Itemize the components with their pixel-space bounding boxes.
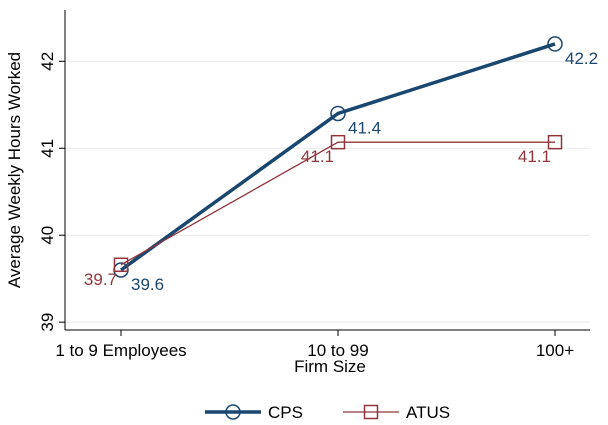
y-tick-label: 40	[38, 226, 57, 245]
y-axis-title: Average Weekly Hours Worked	[5, 52, 24, 288]
data-label: 41.4	[348, 118, 381, 137]
marker	[363, 404, 379, 420]
legend-label: ATUS	[406, 403, 450, 422]
marker	[547, 134, 563, 150]
y-tick-label: 41	[38, 139, 57, 158]
marker	[330, 105, 346, 122]
data-label: 42.2	[565, 49, 598, 68]
y-tick-label: 42	[38, 52, 57, 71]
legend-label: CPS	[268, 403, 303, 422]
x-tick-label: 10 to 99	[307, 341, 368, 360]
x-axis-title: Firm Size	[294, 357, 366, 376]
y-tick-label: 39	[38, 313, 57, 332]
series-line	[119, 42, 556, 272]
marker	[547, 36, 563, 52]
marker	[113, 257, 129, 273]
marker	[330, 134, 346, 150]
series-line	[120, 141, 555, 266]
data-label: 41.1	[301, 147, 334, 166]
x-tick-label: 1 to 9 Employees	[55, 341, 186, 360]
data-label: 41.1	[518, 147, 551, 166]
marker	[225, 404, 241, 420]
x-tick-label: 100+	[536, 341, 574, 360]
data-label: 39.7	[84, 270, 117, 289]
data-label: 39.6	[131, 275, 164, 294]
